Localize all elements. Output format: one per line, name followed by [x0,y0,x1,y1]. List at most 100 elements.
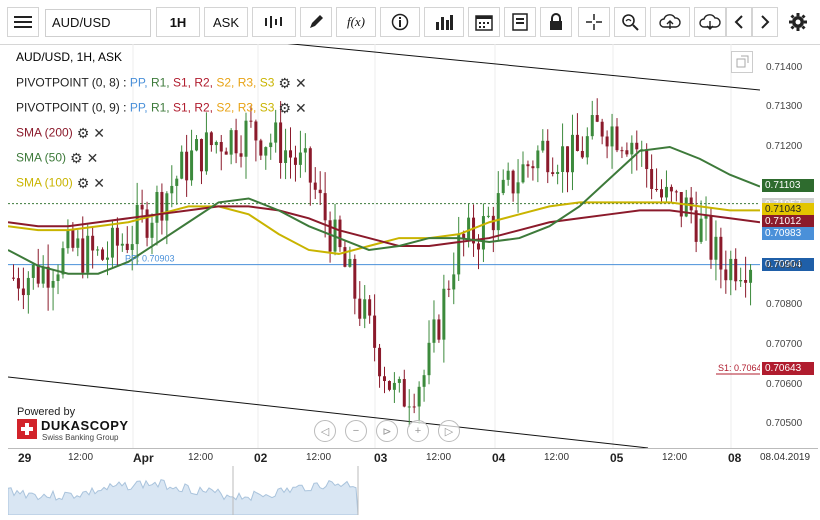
chart-title: AUD/USD, 1H, ASK [16,50,123,64]
cloud-upload-icon[interactable] [650,7,690,37]
price-label: 0.71043 [762,203,814,217]
close-icon[interactable]: ✕ [93,175,105,191]
candle-body [615,126,619,151]
candle-body [279,122,283,163]
candle-body [195,139,199,151]
candle-body [689,197,693,211]
candle-body [31,264,35,278]
timeframe-button[interactable]: 1H [156,7,200,37]
candle-body [61,248,65,275]
candle-body [12,277,15,279]
y-tick-label: 0.70600 [766,378,803,390]
candle-body [585,136,589,158]
candle-body [704,215,708,219]
settings-gear-icon[interactable]: ⚙ [76,175,90,191]
zoom-in-icon[interactable]: + [407,420,429,442]
candle-body [318,189,322,194]
candle-body [570,134,574,173]
zoom-icon[interactable] [614,7,646,37]
candle-body [328,220,332,252]
candle-body [120,243,124,246]
cloud-download-icon[interactable] [694,7,726,37]
y-tick-label: 0.71400 [766,61,803,73]
calendar-icon[interactable] [468,7,500,37]
scroll-right-icon[interactable]: ▷ [438,420,460,442]
candle-body [219,142,223,152]
candle-body [491,215,495,231]
crosshair-icon[interactable] [578,7,610,37]
candle-body [625,150,629,155]
lock-icon[interactable] [540,7,572,37]
zoom-out-icon[interactable]: − [345,420,367,442]
legend-pivot-part: S3 [259,75,275,90]
chevron-left-icon[interactable] [726,7,752,37]
settings-gear-icon[interactable]: ⚙ [70,150,83,166]
reset-zoom-icon[interactable]: ⊳ [376,420,398,442]
x-tick-label: 12:00 [188,452,214,463]
x-axis: 29 12:00 Apr 12:00 02 12:00 03 12:00 04 12:00 05 12… [8,448,818,467]
report-icon[interactable] [504,7,536,37]
candle-body [531,166,535,169]
settings-gear-icon[interactable]: ⚙ [278,75,291,91]
candle-body [650,169,654,189]
candle-body [392,382,396,390]
candle-body [353,258,357,299]
close-icon[interactable]: ✕ [93,125,105,141]
indicators-icon[interactable] [424,7,464,37]
candle-body [368,299,372,316]
candle-body [145,209,149,238]
menu-icon[interactable] [7,7,39,37]
candle-body [105,257,109,260]
candle-body [511,170,515,194]
gear-icon[interactable] [782,7,814,37]
candle-body [516,182,520,194]
close-icon[interactable]: ✕ [294,75,307,91]
legend-pivot-part: S1, [172,75,195,90]
x-tick-label: 03 [374,451,388,465]
candle-body [714,236,718,260]
legend-pivot-part: R1, [150,100,173,115]
candle-body [580,150,584,158]
scroll-left-icon[interactable]: ◁ [314,420,336,442]
pencil-icon[interactable] [300,7,332,37]
legend-name: SMA (100) [16,175,73,190]
candle-body [239,153,243,157]
y-tick-label: 0.71200 [766,140,803,152]
navigator[interactable] [7,466,820,516]
price-label: 0.70983 [762,226,814,240]
y-tick-label: 0.71300 [766,101,803,113]
candle-body [575,134,579,151]
candle-body [600,121,604,137]
candle-body [734,258,738,282]
x-tick-label: 04 [492,451,506,465]
close-icon[interactable]: ✕ [294,100,307,116]
legend-name: PIVOTPOINT (0, 9) [16,100,120,115]
candle-body [155,191,159,223]
candle-body [387,381,391,390]
candle-body [378,347,382,377]
close-icon[interactable]: ✕ [86,150,99,166]
chevron-right-icon[interactable] [752,7,778,37]
candle-body [397,379,401,383]
candle-body [674,191,678,193]
info-icon[interactable] [380,7,420,37]
legend-separator: : [119,100,130,115]
chart-area[interactable]: PP: 0.70903 S1: 0.70642 [8,44,760,448]
legend-pivot-part: S3 [259,100,275,115]
candle-body [412,406,416,408]
candle-body [620,150,624,152]
settings-gear-icon[interactable]: ⚙ [76,125,90,141]
candle-body [190,150,194,181]
price-label: 0.71012 [762,215,814,229]
symbol-input[interactable]: AUD/USD [45,9,151,37]
candle-body [655,188,659,190]
chart-type-icon[interactable] [252,7,296,37]
function-icon[interactable]: f(x) [336,7,376,37]
pp-annotation: PP: 0.70903 [125,254,175,264]
expand-icon[interactable] [731,51,753,73]
settings-gear-icon[interactable]: ⚙ [278,100,291,116]
price-chart[interactable]: PP: 0.70903 S1: 0.70642 [8,44,760,448]
x-tick-label: 02 [254,451,268,465]
side-button[interactable]: ASK [204,7,248,37]
candle-body [452,274,456,290]
